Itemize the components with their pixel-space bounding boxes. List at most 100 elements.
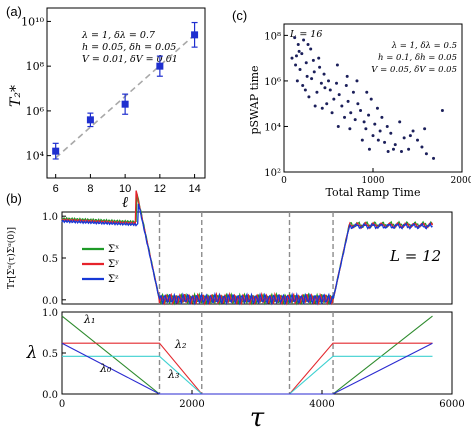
panel-c-point bbox=[349, 111, 353, 115]
panel-c-xtick-label: 2000 bbox=[451, 176, 471, 186]
panel-b-legend: Σˣ Σʸ Σᶻ bbox=[82, 244, 119, 285]
panel-b: (b) 0.0 0.5 1.0 Tr[Σᵅ(τ)Σᵅ(0)] L = 12 Σˣ Σ… bbox=[6, 190, 465, 430]
panel-c-point bbox=[402, 136, 406, 140]
panel-c-point bbox=[348, 127, 352, 131]
legend-sigma-y-label: Σʸ bbox=[108, 259, 119, 270]
panel-a-ytick-label: 10¹⁰ bbox=[21, 15, 44, 28]
legend-sigma-x-label: Σˣ bbox=[108, 244, 119, 255]
panel-c-point bbox=[423, 127, 427, 131]
panel-c-point bbox=[389, 131, 393, 135]
panel-c-point bbox=[297, 49, 301, 53]
panel-c-ytick-label: 10⁴ bbox=[264, 122, 281, 133]
panel-b-curve-sigma-z bbox=[61, 203, 433, 306]
panel-a-xtick-label: 8 bbox=[87, 183, 93, 195]
panel-c-point bbox=[375, 106, 379, 110]
panel-c-point bbox=[373, 122, 377, 126]
panel-c-point bbox=[302, 38, 306, 42]
panel-a-ytick-label: 10⁶ bbox=[26, 105, 45, 118]
panel-b-bottom-xtick-label: 2000 bbox=[179, 399, 204, 410]
panel-c-point bbox=[367, 113, 371, 117]
panel-c-point bbox=[320, 106, 324, 110]
panel-c: (c) L = 16 λ = 1, δλ = 0.5 h = 0.1, δh =… bbox=[232, 8, 471, 199]
panel-c-points bbox=[290, 36, 444, 160]
panel-a-ticks: 6 8 10 12 14 10⁴ 10⁶ 10⁸ 10¹⁰ bbox=[21, 15, 201, 195]
panel-c-point bbox=[398, 120, 402, 124]
panel-c-point bbox=[351, 90, 355, 94]
panel-c-ylabel: pSWAP time bbox=[248, 65, 261, 134]
panel-c-point bbox=[290, 56, 294, 60]
panel-c-point bbox=[304, 61, 308, 65]
panel-a-annotation-line-1: λ = 1, δλ = 0.7 bbox=[81, 30, 156, 41]
panel-a-points bbox=[52, 21, 199, 160]
panel-b-top-ylabel: Tr[Σᵅ(τ)Σᵅ(0)] bbox=[6, 227, 17, 289]
panel-c-point bbox=[318, 65, 322, 69]
panel-c-point bbox=[295, 79, 299, 83]
panel-b-bottom-ytick-label: 0.5 bbox=[42, 349, 58, 360]
panel-b-top-annotation: L = 12 bbox=[389, 247, 441, 265]
panel-b-bottom-lines bbox=[61, 315, 433, 395]
panel-c-point bbox=[313, 104, 317, 108]
panel-a-xtick-label: 12 bbox=[154, 183, 166, 195]
panel-a-xtick-label: 14 bbox=[188, 183, 200, 195]
panel-a-point bbox=[121, 100, 129, 108]
panel-c-point bbox=[345, 74, 349, 78]
panel-c-point bbox=[327, 79, 330, 83]
panel-c-title: L = 16 bbox=[289, 29, 322, 40]
panel-c-point bbox=[332, 97, 336, 101]
label-lambda-0: λ₀ bbox=[99, 362, 112, 375]
panel-a: (a) λ = 1, δλ = 0.7 h = 0.05, δh = 0.05 … bbox=[6, 4, 206, 211]
panel-c-point bbox=[311, 58, 315, 62]
panel-c-point bbox=[432, 156, 436, 160]
panel-b-top-ytick-label: 1.0 bbox=[42, 212, 58, 223]
panel-c-point bbox=[317, 56, 321, 60]
panel-c-point bbox=[336, 124, 340, 128]
panel-b-bottom-xlabel: τ bbox=[250, 403, 265, 430]
panel-a-point bbox=[156, 62, 164, 70]
panel-c-point bbox=[323, 86, 327, 90]
panel-c-point bbox=[411, 129, 415, 133]
panel-c-point bbox=[364, 127, 368, 131]
label-lambda-2: λ₂ bbox=[174, 338, 186, 351]
panel-c-point bbox=[344, 83, 348, 87]
panel-c-point bbox=[303, 88, 307, 92]
panel-c-point bbox=[296, 42, 300, 46]
panel-c-point bbox=[307, 95, 311, 99]
panel-c-point bbox=[310, 77, 314, 81]
panel-c-label: (c) bbox=[232, 8, 247, 23]
label-lambda-3: λ₃ bbox=[167, 368, 179, 381]
panel-c-point bbox=[335, 81, 339, 85]
panel-a-point bbox=[52, 147, 60, 155]
panel-b-top-ytick-label: 0.0 bbox=[42, 296, 58, 307]
panel-c-point bbox=[306, 42, 310, 46]
panel-c-ticks: 0 1000 2000 10² 10⁴ 10⁶ 10⁸ bbox=[264, 31, 471, 186]
panel-c-point bbox=[322, 72, 326, 76]
panel-b-top-curves bbox=[61, 190, 434, 306]
panel-c-point bbox=[359, 109, 363, 113]
panel-c-point bbox=[420, 145, 424, 149]
panel-b-bottom-xtick-label: 4000 bbox=[309, 399, 334, 410]
panel-a-annotation-line-3: V = 0.01, δV = 0.01 bbox=[82, 54, 178, 65]
panel-c-point bbox=[312, 70, 316, 74]
panel-a-ytick-label: 10⁴ bbox=[26, 150, 45, 163]
panel-c-ytick-label: 10⁸ bbox=[264, 31, 281, 42]
panel-c-point bbox=[380, 115, 384, 119]
panel-c-xlabel: Total Ramp Time bbox=[326, 186, 421, 199]
panel-c-point bbox=[362, 120, 366, 124]
panel-c-point bbox=[385, 124, 389, 128]
panel-c-point bbox=[309, 47, 313, 51]
panel-a-point bbox=[191, 31, 199, 39]
panel-c-point bbox=[365, 90, 369, 94]
label-lambda-1: λ₁ bbox=[83, 313, 95, 326]
panel-c-point bbox=[408, 134, 412, 138]
panel-c-annotation-line-1: λ = 1, δλ = 0.5 bbox=[391, 41, 457, 51]
panel-c-point bbox=[393, 143, 397, 147]
panel-b-bottom-ytick-label: 1.0 bbox=[42, 308, 58, 319]
panel-c-point bbox=[294, 63, 298, 67]
panel-c-point bbox=[399, 150, 403, 154]
panel-a-xtick-label: 6 bbox=[53, 183, 59, 195]
panel-c-xtick-label: 0 bbox=[281, 176, 287, 186]
panel-c-point bbox=[343, 115, 347, 119]
panel-c-point bbox=[325, 102, 329, 106]
panel-b-bottom-ytick-label: 0.0 bbox=[42, 390, 58, 401]
